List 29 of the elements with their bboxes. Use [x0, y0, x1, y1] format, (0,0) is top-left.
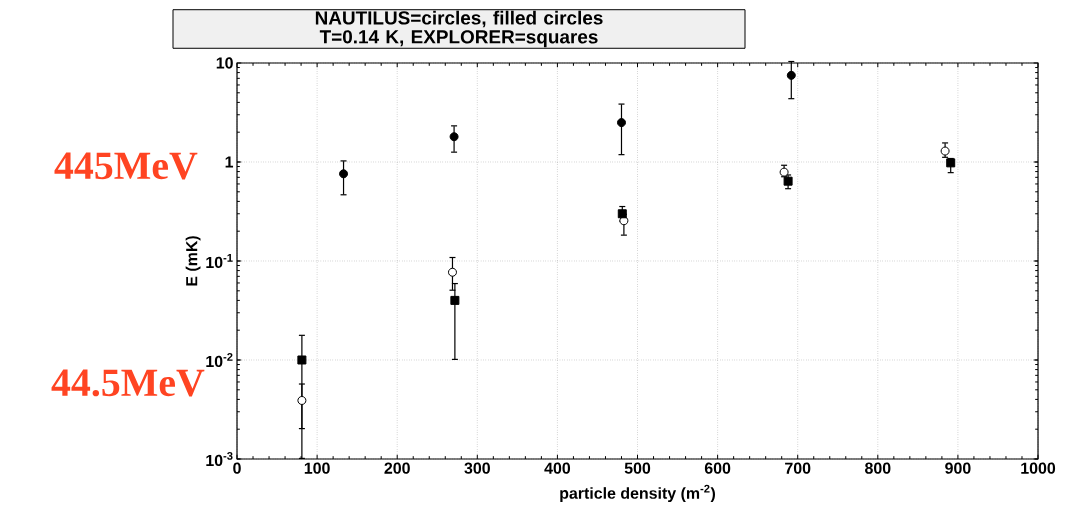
- point: [449, 132, 459, 142]
- x-tick-label: 900: [945, 462, 971, 474]
- y-tick-label: 10: [216, 57, 233, 69]
- x-tick-label: 200: [384, 462, 410, 474]
- x-tick-label: 700: [785, 462, 811, 474]
- x-tick-label: 1000: [1021, 462, 1056, 474]
- text: 445MeV: [54, 152, 198, 180]
- x-tick-label: 600: [704, 462, 731, 474]
- x-tick-label: 100: [304, 462, 330, 474]
- x-tick-label: 500: [624, 462, 651, 474]
- y-axis-title: E (mK): [185, 235, 201, 286]
- point: [297, 395, 307, 405]
- point: [297, 355, 307, 365]
- x-tick-label: 300: [464, 462, 490, 474]
- x-tick-label: 800: [865, 462, 891, 474]
- point: [786, 70, 796, 80]
- y-tick-label: 1: [225, 156, 234, 168]
- text: 44.5MeV: [51, 369, 205, 397]
- chart-title: NAUTILUS=circles, filled circles T=0.14 K, EXPLORER=squares: [315, 10, 603, 48]
- point: [616, 117, 626, 127]
- x-tick-label: 400: [544, 462, 571, 474]
- x-axis-title: particle density (m$^{-2}$): [560, 484, 715, 502]
- point: [339, 169, 349, 179]
- y-tick-label: 10$^{-1}$: [206, 253, 233, 268]
- y-tick-label: 10$^{-3}$: [206, 451, 233, 466]
- point: [450, 295, 460, 305]
- y-tick-label: 10$^{-2}$: [206, 352, 233, 367]
- point: [447, 267, 457, 277]
- x-tick-label: 0: [233, 462, 241, 474]
